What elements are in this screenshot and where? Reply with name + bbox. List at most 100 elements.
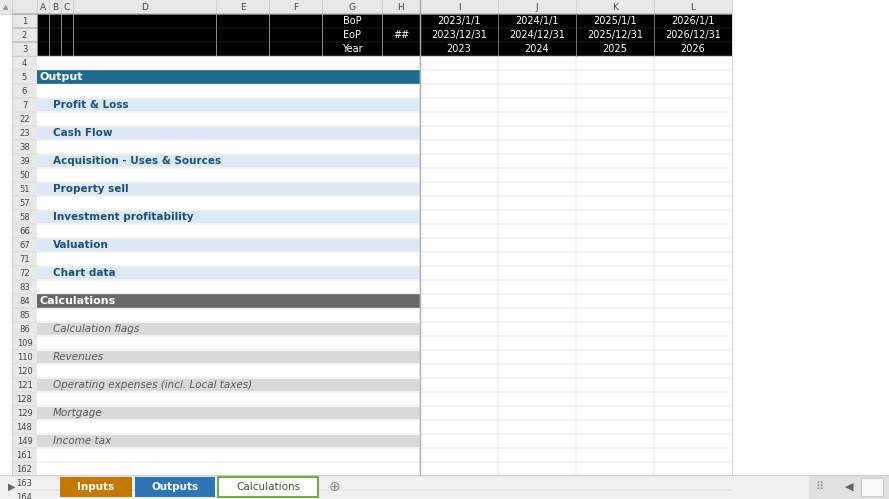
Bar <box>37 239 420 251</box>
Bar <box>12 56 37 475</box>
Text: E: E <box>240 2 245 11</box>
Bar <box>861 478 883 496</box>
Text: 110: 110 <box>17 352 32 361</box>
Text: 2026: 2026 <box>681 44 705 54</box>
Text: 2025/12/31: 2025/12/31 <box>587 30 643 40</box>
Text: Valuation: Valuation <box>53 240 108 250</box>
Bar <box>135 477 215 497</box>
Text: ▶: ▶ <box>8 482 16 492</box>
Text: Investment profitability: Investment profitability <box>53 212 194 222</box>
Text: D: D <box>141 2 148 11</box>
Text: ⊕: ⊕ <box>329 480 340 494</box>
Text: 72: 72 <box>20 268 30 277</box>
Text: 121: 121 <box>17 381 32 390</box>
Text: 7: 7 <box>22 100 28 109</box>
Text: 86: 86 <box>20 324 30 333</box>
Text: 2025: 2025 <box>603 44 628 54</box>
Text: C: C <box>64 2 70 11</box>
Text: 57: 57 <box>20 199 30 208</box>
Text: K: K <box>612 2 618 11</box>
Text: J: J <box>536 2 539 11</box>
Text: ##: ## <box>393 30 409 40</box>
Text: 2023: 2023 <box>446 44 471 54</box>
Text: 23: 23 <box>20 129 30 138</box>
Text: 2024: 2024 <box>525 44 549 54</box>
Text: I: I <box>458 2 461 11</box>
Text: 2023/1/1: 2023/1/1 <box>437 16 481 26</box>
Bar <box>37 435 420 447</box>
Bar <box>37 267 420 279</box>
Text: Mortgage: Mortgage <box>53 408 103 418</box>
Text: H: H <box>397 2 404 11</box>
Text: Cash Flow: Cash Flow <box>53 128 113 138</box>
Text: 161: 161 <box>17 451 32 460</box>
Bar <box>0 0 12 14</box>
Text: Inputs: Inputs <box>77 482 115 492</box>
Bar <box>60 477 132 497</box>
Text: 4: 4 <box>22 58 28 67</box>
Text: ◀: ◀ <box>845 482 853 492</box>
Bar <box>12 14 37 56</box>
Text: Acquisition - Uses & Sources: Acquisition - Uses & Sources <box>53 156 221 166</box>
Text: 67: 67 <box>20 241 30 250</box>
Bar <box>218 477 318 497</box>
Text: Output: Output <box>40 72 84 82</box>
Text: 2025/1/1: 2025/1/1 <box>593 16 637 26</box>
Text: Year: Year <box>341 44 363 54</box>
Text: 50: 50 <box>20 171 29 180</box>
Text: B: B <box>52 2 58 11</box>
Text: 1: 1 <box>22 16 28 25</box>
Bar <box>37 407 420 419</box>
Text: 71: 71 <box>20 254 30 263</box>
Text: Operating expenses (incl. Local taxes): Operating expenses (incl. Local taxes) <box>53 380 252 390</box>
Text: 2: 2 <box>22 30 28 39</box>
Bar <box>37 155 420 167</box>
Text: Calculation flags: Calculation flags <box>53 324 140 334</box>
Bar <box>12 14 732 56</box>
Text: 39: 39 <box>20 157 30 166</box>
Text: 3: 3 <box>22 44 28 53</box>
Text: Revenues: Revenues <box>53 352 104 362</box>
Text: EoP: EoP <box>343 30 361 40</box>
Text: 6: 6 <box>22 86 28 95</box>
Bar <box>37 211 420 223</box>
Bar <box>37 70 420 84</box>
Text: 58: 58 <box>20 213 30 222</box>
Text: 164: 164 <box>17 493 32 499</box>
Text: L: L <box>691 2 695 11</box>
Text: BoP: BoP <box>342 16 361 26</box>
Text: G: G <box>348 2 356 11</box>
Text: 2026/1/1: 2026/1/1 <box>671 16 715 26</box>
Text: 2023/12/31: 2023/12/31 <box>431 30 487 40</box>
Text: 2024/1/1: 2024/1/1 <box>516 16 559 26</box>
Text: 22: 22 <box>20 114 29 123</box>
Bar <box>218 477 318 497</box>
Bar <box>37 183 420 195</box>
Text: 109: 109 <box>17 338 32 347</box>
Text: 163: 163 <box>17 479 33 488</box>
Bar <box>37 127 420 139</box>
Bar <box>37 323 420 335</box>
Text: F: F <box>293 2 298 11</box>
Text: Income tax: Income tax <box>53 436 111 446</box>
Bar <box>37 351 420 363</box>
Text: Outputs: Outputs <box>151 482 198 492</box>
Text: 66: 66 <box>20 227 30 236</box>
Text: Property sell: Property sell <box>53 184 129 194</box>
Bar <box>37 294 420 308</box>
Text: Chart data: Chart data <box>53 268 116 278</box>
Text: 162: 162 <box>17 465 32 474</box>
Text: Calculations: Calculations <box>236 482 300 492</box>
Text: 129: 129 <box>17 409 32 418</box>
Text: 128: 128 <box>17 395 32 404</box>
Bar <box>37 99 420 111</box>
Text: 149: 149 <box>17 437 32 446</box>
Text: 148: 148 <box>17 423 32 432</box>
Text: 2026/12/31: 2026/12/31 <box>665 30 721 40</box>
Bar <box>809 475 889 499</box>
Text: ▲: ▲ <box>4 4 9 10</box>
Text: 5: 5 <box>22 72 28 81</box>
Text: 51: 51 <box>20 185 29 194</box>
Text: 85: 85 <box>20 310 30 319</box>
Text: Calculations: Calculations <box>40 296 116 306</box>
